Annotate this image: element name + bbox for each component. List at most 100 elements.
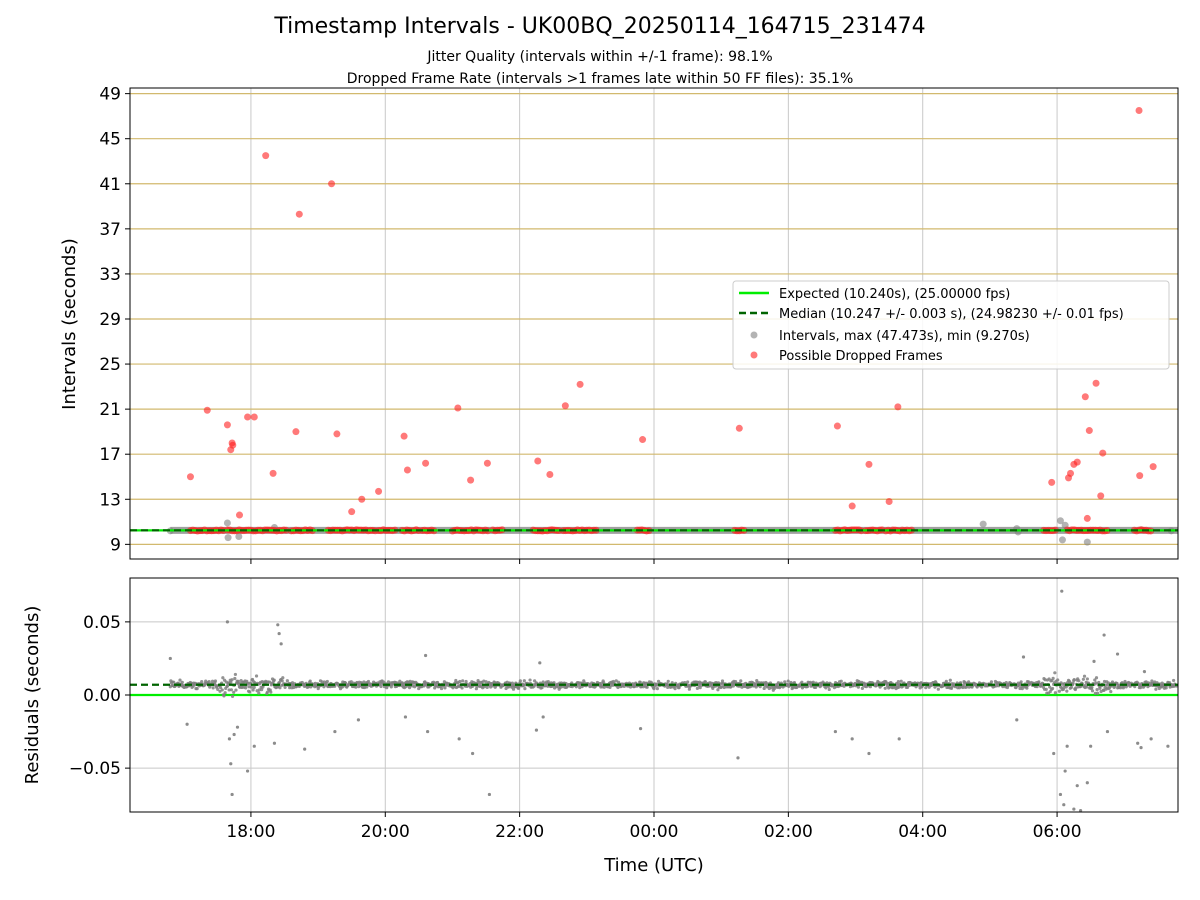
residual-point	[856, 685, 860, 689]
residual-point	[944, 679, 948, 683]
residual-point	[269, 690, 273, 694]
residual-point	[839, 679, 843, 683]
residual-point	[936, 687, 940, 691]
residual-point	[354, 685, 358, 689]
dropped-frame-point	[885, 498, 893, 506]
top-y-axis-label: Intervals (seconds)	[59, 238, 80, 410]
residual-point	[222, 694, 226, 698]
residual-point	[356, 718, 361, 722]
residual-point	[1136, 741, 1140, 745]
residual-point	[458, 679, 462, 684]
residual-point	[1154, 687, 1158, 691]
residual-point	[195, 687, 199, 691]
residual-point	[221, 676, 225, 680]
dropped-frame-point	[1085, 427, 1093, 435]
bottom-y-tick-label: 0.00	[83, 686, 121, 706]
residual-point	[980, 685, 984, 689]
residual-point	[484, 680, 488, 684]
residual-point	[1058, 792, 1063, 797]
residual-point	[1105, 729, 1110, 734]
residual-point	[285, 679, 289, 683]
residual-point	[1094, 681, 1098, 685]
dropped-frame-point	[236, 511, 244, 519]
residual-point	[645, 685, 649, 689]
residual-point	[1150, 679, 1154, 683]
top-y-tick-label: 29	[99, 310, 121, 330]
residual-point	[762, 686, 766, 691]
dropped-frame-point	[348, 508, 356, 516]
residual-point	[1018, 686, 1022, 691]
residual-point	[1164, 686, 1168, 690]
bottom-plot-marks	[130, 589, 1179, 813]
residual-point	[280, 679, 284, 683]
dropped-frame-point	[1149, 463, 1157, 471]
dropped-frame-point	[483, 459, 491, 467]
residual-point	[1053, 691, 1057, 695]
residual-point	[279, 642, 283, 646]
residual-point	[1025, 686, 1029, 690]
residual-point	[867, 751, 871, 756]
residual-point	[1090, 689, 1095, 693]
dropped-frame-point	[328, 180, 336, 188]
residual-point	[257, 691, 261, 695]
residual-point	[1171, 678, 1176, 683]
residual-point	[538, 661, 542, 665]
residual-point	[739, 679, 743, 683]
residual-point	[1021, 655, 1026, 659]
residual-point	[278, 686, 282, 690]
residual-point	[825, 681, 829, 685]
residual-point	[281, 676, 285, 680]
residual-point	[1085, 685, 1089, 689]
residual-point	[1166, 744, 1170, 748]
residual-point	[227, 688, 231, 692]
interval-point	[235, 532, 243, 540]
residual-point	[244, 686, 248, 690]
residual-point	[686, 680, 690, 684]
residual-point	[698, 686, 702, 690]
dropped-frame-point	[262, 152, 270, 160]
residual-point	[272, 678, 276, 682]
dropped-frame-point	[454, 404, 462, 412]
top-y-tick-label: 37	[99, 220, 121, 240]
residual-point	[233, 672, 238, 677]
residual-point	[180, 680, 184, 684]
residual-point	[277, 680, 281, 685]
residual-point	[736, 756, 740, 760]
residual-point	[1015, 718, 1019, 722]
residual-point	[1050, 686, 1055, 691]
residual-point	[666, 679, 670, 683]
residual-point	[541, 715, 545, 719]
dropped-frame-point	[400, 432, 408, 440]
residual-point	[225, 620, 230, 624]
residual-point	[254, 674, 259, 678]
interval-point	[979, 520, 987, 528]
residual-point	[325, 679, 329, 684]
residual-point	[471, 751, 475, 756]
x-axis-ticks: 18:00 20:00 22:00 00:00 02:00 04:00 06:00	[226, 559, 1082, 842]
residual-point	[638, 680, 642, 684]
residual-point	[229, 680, 233, 684]
dropped-frame-point	[186, 473, 194, 481]
residual-point	[948, 678, 952, 682]
residual-point	[1044, 687, 1048, 691]
residual-point	[207, 680, 211, 684]
residual-point	[249, 685, 253, 689]
residual-point	[1075, 784, 1079, 788]
residual-point	[518, 679, 522, 683]
dropped-frame-point	[375, 487, 383, 495]
residual-point	[426, 729, 430, 734]
residual-point	[272, 741, 277, 745]
residual-point	[252, 685, 256, 689]
dropped-frame-point	[546, 470, 554, 478]
residual-point	[1063, 769, 1067, 773]
dropped-frame-point	[333, 430, 341, 438]
residual-point	[251, 688, 255, 692]
residual-point	[1065, 689, 1069, 693]
subtitle-dropped: Dropped Frame Rate (intervals >1 frames …	[346, 71, 854, 87]
residual-point	[230, 792, 234, 797]
top-y-tick-label: 41	[99, 175, 121, 195]
residual-point	[178, 678, 182, 682]
dropped-frame-point	[576, 380, 584, 388]
residual-point	[883, 686, 887, 690]
residual-point	[772, 686, 777, 691]
